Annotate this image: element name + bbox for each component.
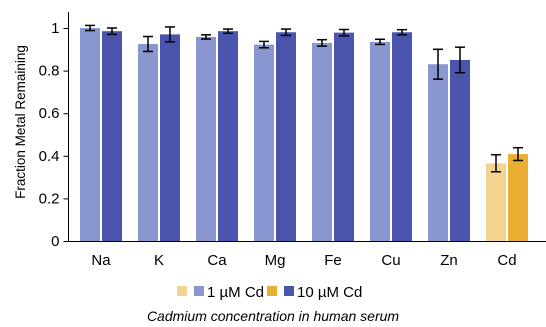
bar-na-1um	[80, 28, 100, 241]
x-tick-label-cd: Cd	[497, 252, 516, 269]
legend-swatch-1um-cd	[177, 286, 187, 296]
x-tick-labels: Na K Ca Mg Fe Cu Zn Cd	[91, 252, 516, 269]
bar-k-1um	[138, 44, 158, 241]
y-tick-label: 1	[51, 20, 59, 37]
x-axis-title: Cadmium concentration in human serum	[147, 308, 399, 324]
x-tick-label-mg: Mg	[265, 252, 286, 269]
legend-swatch-10um-cd	[267, 286, 277, 296]
bar-na-10um	[102, 31, 122, 241]
y-tick-label: 0	[51, 233, 59, 250]
x-tick-label-na: Na	[91, 252, 111, 269]
legend: 1 µM Cd 10 µM Cd	[177, 284, 362, 301]
legend-swatch-1um-metals	[194, 286, 204, 296]
bar-zn-1um	[428, 64, 448, 241]
bar-cu-10um	[392, 32, 412, 241]
y-tick-label: 0.8	[39, 63, 60, 80]
bar-ca-1um	[196, 37, 216, 241]
bar-mg-10um	[276, 32, 296, 241]
bar-cd-1um	[486, 163, 506, 241]
x-tick-label-fe: Fe	[324, 252, 342, 269]
legend-label-10um-cd: 10 µM Cd	[297, 284, 362, 301]
bar-cd-10um	[508, 154, 528, 241]
legend-swatch-10um-metals	[284, 286, 294, 296]
bars	[80, 28, 528, 241]
bar-mg-1um	[254, 45, 274, 241]
bar-cu-1um	[370, 42, 390, 241]
bar-k-10um	[160, 34, 180, 241]
bar-fe-1um	[312, 43, 332, 241]
x-tick-label-k: K	[154, 252, 164, 269]
x-tick-label-zn: Zn	[440, 252, 458, 269]
y-axis-title: Fraction Metal Remaining	[13, 45, 28, 199]
y-tick-label: 0.2	[39, 190, 60, 207]
y-tick-label: 0.6	[39, 105, 60, 122]
x-tick-label-cu: Cu	[381, 252, 400, 269]
legend-label-1um-cd: 1 µM Cd	[207, 284, 264, 301]
bar-zn-10um	[450, 60, 470, 241]
y-tick-labels: 0 0.2 0.4 0.6 0.8 1	[39, 20, 69, 250]
bar-fe-10um	[334, 33, 354, 241]
bar-ca-10um	[218, 31, 238, 241]
x-tick-label-ca: Ca	[207, 252, 227, 269]
y-tick-label: 0.4	[39, 148, 60, 165]
